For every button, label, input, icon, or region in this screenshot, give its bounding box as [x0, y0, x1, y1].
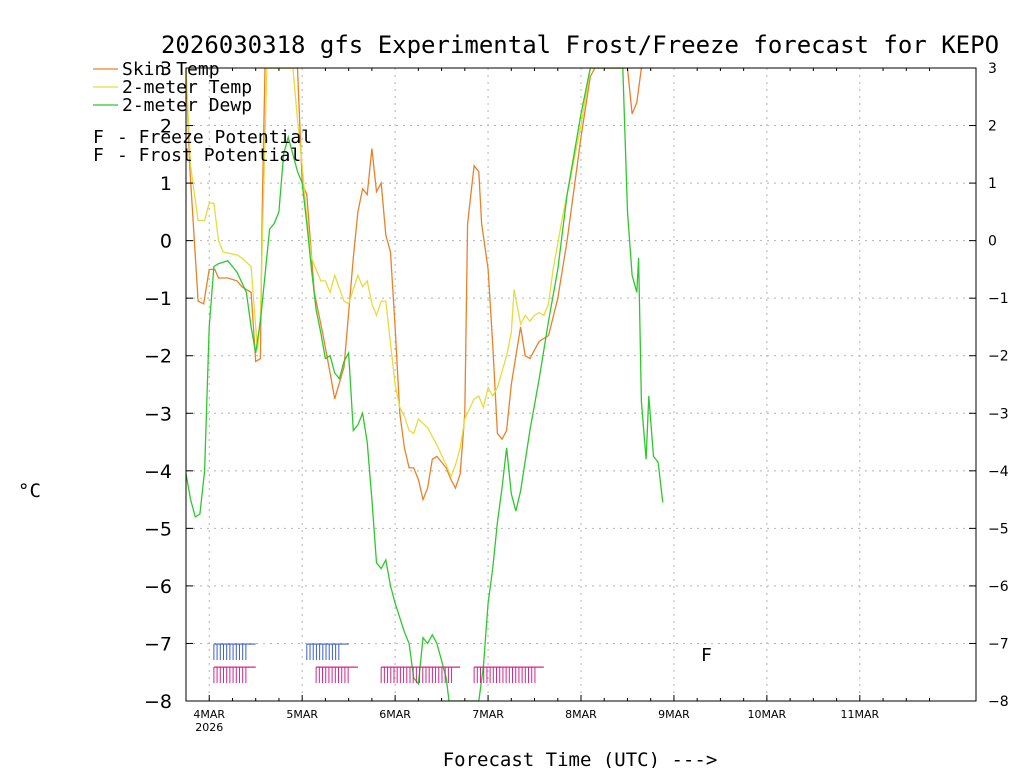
legend-label-2m-dewp: 2-meter Dewp [122, 95, 252, 116]
y-tick-label-right: −8 [988, 694, 1009, 710]
y-axis: 3 3 2 2 1 1 0 0 −1 −1 −2 −2 −3 −3 −4 −4 −5 −5 −6 −6 −7 −7 −8 −8 [144, 58, 1009, 713]
y-tick-label-left: −1 [144, 288, 172, 310]
legend-freeze-label: - Freeze Potential [117, 127, 312, 148]
y-tick-label-left: −5 [144, 518, 172, 540]
y-tick-label-right: 1 [988, 176, 997, 192]
x-tick-label: 6MAR [379, 708, 411, 721]
y-tick-label-right: 3 [988, 61, 997, 77]
legend-freeze-symbol: F [93, 127, 104, 148]
y-tick-label-left: −3 [144, 403, 172, 425]
legend: Skin Temp 2-meter Temp 2-meter Dewp F - … [93, 59, 312, 166]
x-tick-label: 11MAR [840, 708, 879, 721]
y-tick-label-left: −2 [144, 346, 172, 368]
series-line-2-meter-temp [186, 68, 623, 479]
y-tick-label-right: −2 [988, 349, 1009, 365]
y-tick-label-left: −4 [144, 461, 172, 483]
x-tick-label: 8MAR [565, 708, 597, 721]
y-tick-label-left: −6 [144, 576, 172, 598]
y-tick-label-left: 2 [160, 116, 172, 138]
potential-bands: F [213, 643, 712, 684]
y-tick-label-right: −7 [988, 636, 1009, 652]
chart-title: 2026030318 gfs Experimental Frost/Freeze… [161, 31, 999, 59]
y-tick-label-left: 3 [160, 58, 172, 80]
y-tick-label-right: 2 [988, 119, 997, 135]
y-tick-label-right: −4 [988, 464, 1009, 480]
grid [186, 68, 976, 701]
x-tick-label: 7MAR [472, 708, 504, 721]
legend-label-2m-temp: 2-meter Temp [122, 77, 252, 98]
y-tick-label-right: −3 [988, 406, 1009, 422]
series-line-skin-temp [186, 68, 643, 502]
x-tick-label: 9MAR [658, 708, 690, 721]
series-group [186, 68, 664, 701]
y-tick-label-right: −6 [988, 579, 1009, 595]
y-tick-label-right: 0 [988, 234, 997, 250]
x-tick-label: 4MAR [193, 708, 225, 721]
frost-marker: F [701, 645, 712, 666]
y-tick-label-left: −7 [144, 633, 172, 655]
x-tick-label: 10MAR [748, 708, 787, 721]
y-tick-label-right: −1 [988, 291, 1009, 307]
y-tick-label-left: 1 [160, 173, 172, 195]
y-tick-label-left: −8 [144, 691, 172, 713]
x-tick-label: 5MAR [286, 708, 318, 721]
x-tick-sublabel: 2026 [195, 721, 223, 734]
legend-label-skin-temp: Skin Temp [122, 59, 220, 80]
y-tick-label-right: −5 [988, 521, 1009, 537]
legend-frost-symbol: F [93, 145, 104, 166]
legend-frost-label: - Frost Potential [117, 145, 301, 166]
y-tick-label-left: 0 [160, 231, 172, 253]
y-axis-label: °C [18, 480, 41, 502]
x-axis-label: Forecast Time (UTC) ---> [443, 749, 718, 768]
series-line-2-meter-dewp [186, 68, 664, 701]
